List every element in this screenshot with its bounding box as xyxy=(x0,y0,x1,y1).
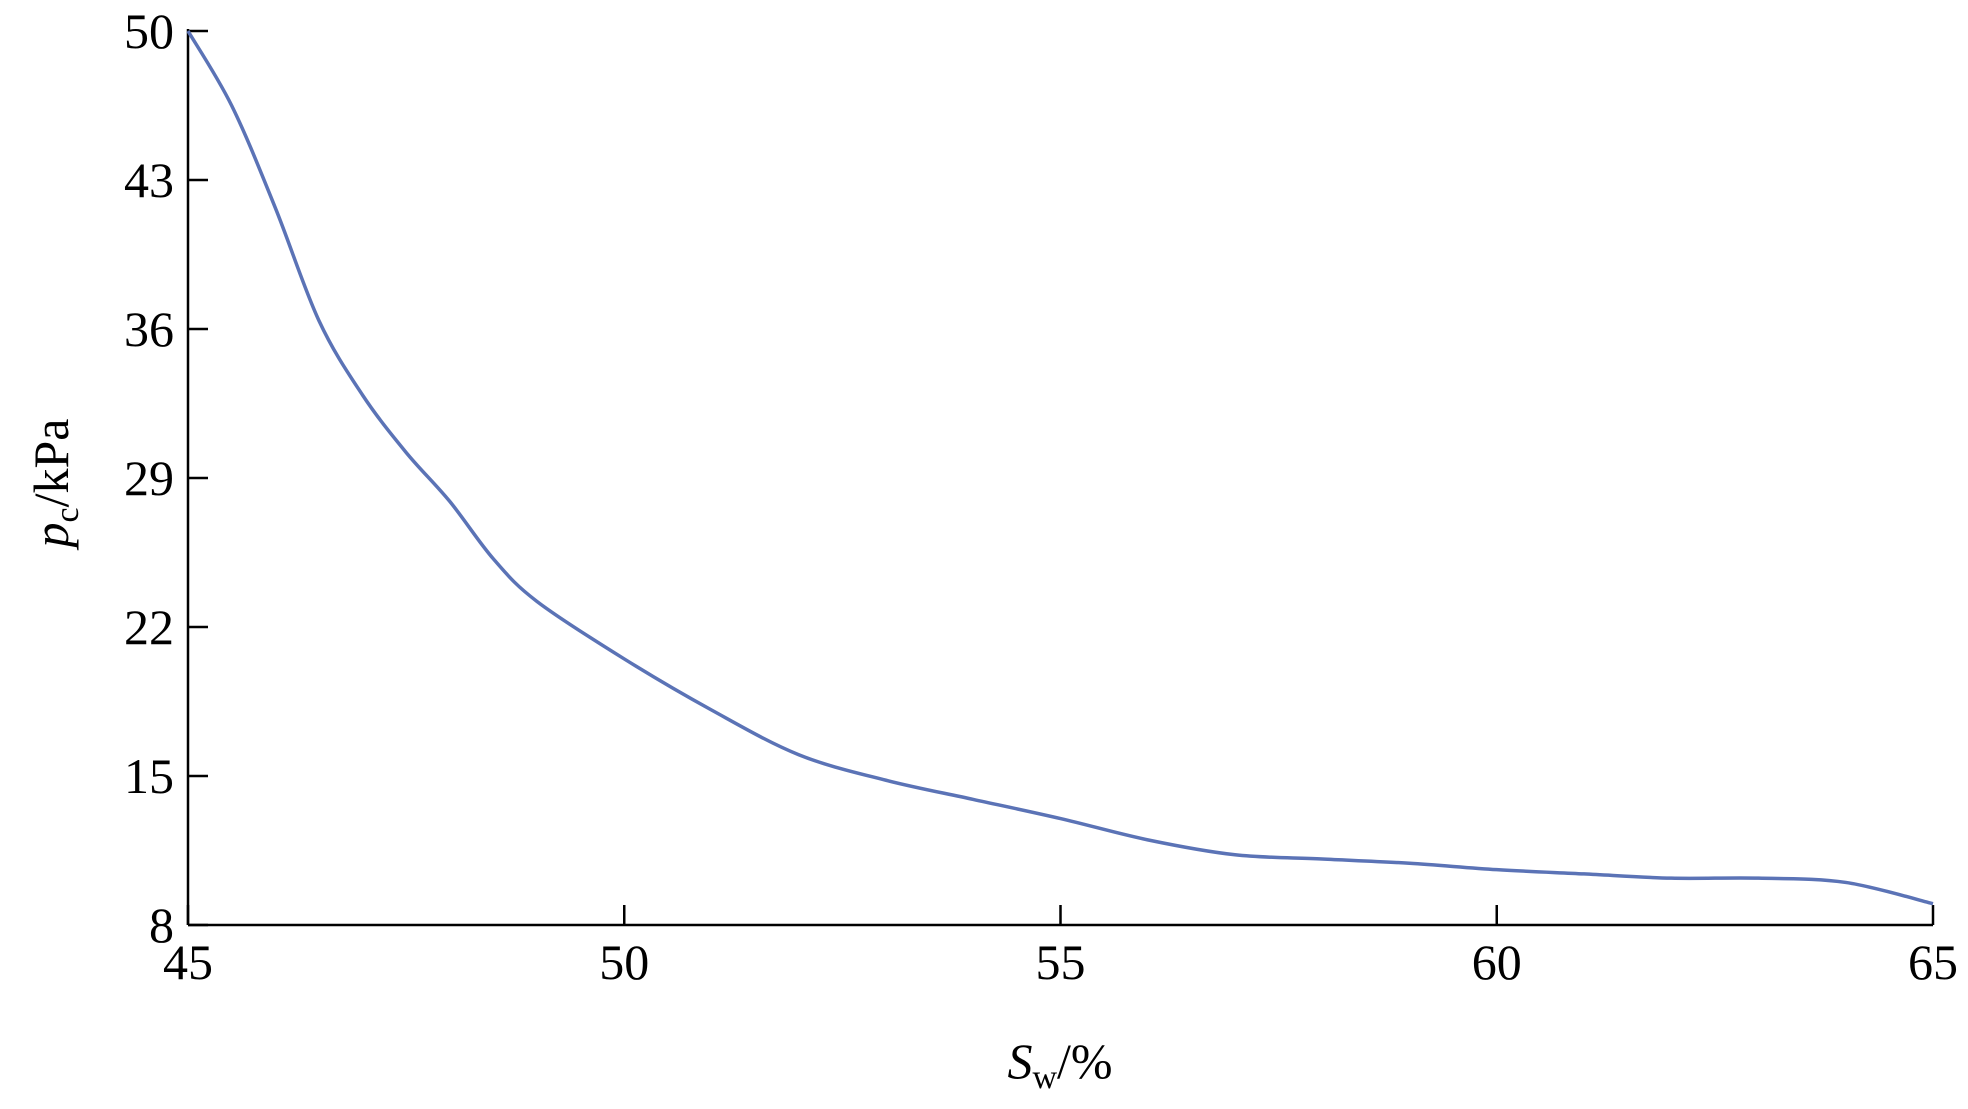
x-tick-label: 50 xyxy=(599,934,649,990)
y-tick-label: 50 xyxy=(124,3,174,59)
x-label-subscript: w xyxy=(1032,1059,1057,1096)
y-label-symbol: p xyxy=(23,523,79,551)
data-line xyxy=(186,30,1934,906)
y-label-subscript: c xyxy=(49,507,86,522)
y-tick-label: 15 xyxy=(124,748,174,804)
y-axis-label: pc/kPa xyxy=(23,419,86,551)
y-tick-label: 43 xyxy=(124,152,174,208)
y-tick-label: 36 xyxy=(124,301,174,357)
x-axis-label: Sw/% xyxy=(1007,1033,1112,1096)
x-label-symbol: S xyxy=(1007,1033,1032,1089)
x-label-unit: /% xyxy=(1057,1033,1113,1089)
y-tick-label: 8 xyxy=(149,897,174,953)
y-label-unit: /kPa xyxy=(23,419,79,508)
x-tick-label: 65 xyxy=(1908,934,1958,990)
x-tick-label: 45 xyxy=(163,934,213,990)
x-tick-label: 60 xyxy=(1472,934,1522,990)
x-tick-label: 55 xyxy=(1036,934,1086,990)
y-tick-label: 22 xyxy=(124,599,174,655)
y-tick-label: 29 xyxy=(124,450,174,506)
